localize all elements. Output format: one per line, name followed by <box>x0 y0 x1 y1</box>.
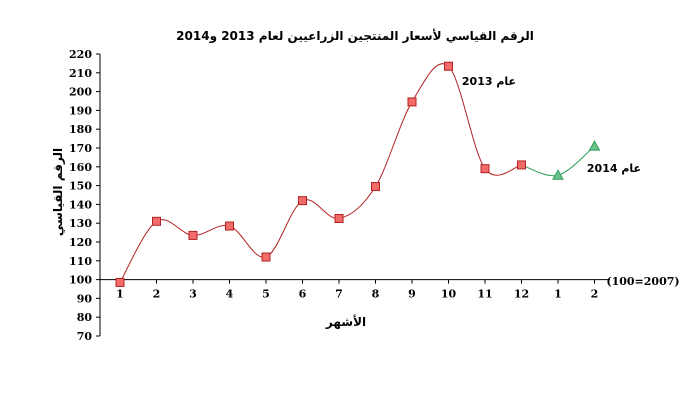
x-tick-label: 3 <box>189 288 197 301</box>
y-tick-label: 210 <box>69 67 92 80</box>
data-point-square <box>444 61 453 71</box>
chart-title: الرقم القياسي لأسعار المنتجين الزراعيين … <box>176 28 534 44</box>
x-tick-label: 10 <box>441 288 457 301</box>
y-tick-label: 160 <box>69 161 92 174</box>
y-tick-label: 190 <box>69 104 92 117</box>
data-point-square <box>480 164 490 174</box>
y-axis-title: الرقم القياسي <box>51 148 65 236</box>
x-tick-label: 1 <box>554 288 562 301</box>
y-tick-label: 100 <box>69 274 92 287</box>
data-point-square <box>225 221 234 231</box>
series-line-0 <box>119 63 522 283</box>
series-label-2013: عام 2013 <box>462 75 516 88</box>
y-tick-label: 200 <box>69 86 92 99</box>
y-tick-label: 140 <box>69 198 92 211</box>
data-point-square <box>371 182 380 192</box>
y-tick-label: 170 <box>69 142 92 155</box>
x-tick-label: 7 <box>335 288 343 301</box>
data-point-square <box>298 196 307 206</box>
data-point-square <box>115 277 125 287</box>
x-tick-label: 5 <box>262 288 270 301</box>
x-tick-label: 11 <box>477 288 492 301</box>
data-point-square <box>517 160 526 170</box>
x-tick-label: 2 <box>153 288 161 301</box>
data-point-square <box>261 252 271 262</box>
x-tick-label: 4 <box>226 288 234 301</box>
x-tick-label: 9 <box>408 288 416 301</box>
x-tick-label: 1 <box>116 288 124 301</box>
y-tick-label: 130 <box>69 217 92 230</box>
x-tick-label: 12 <box>514 288 529 301</box>
base-note: (100=2007) <box>606 275 679 288</box>
y-tick-label: 220 <box>69 48 92 61</box>
data-point-square <box>334 214 344 223</box>
x-tick-label: 8 <box>372 288 380 301</box>
data-point-square <box>188 230 198 240</box>
data-point-square <box>152 216 161 226</box>
data-point-square <box>407 97 417 107</box>
data-point-triangle <box>588 140 601 151</box>
y-tick-label: 110 <box>69 255 92 268</box>
y-tick-label: 150 <box>69 180 92 193</box>
y-tick-label: 70 <box>77 330 93 343</box>
series-label-2014: عام 2014 <box>587 162 641 175</box>
x-tick-label: 6 <box>299 288 307 301</box>
y-tick-label: 180 <box>69 123 92 136</box>
x-tick-label: 2 <box>591 288 599 301</box>
y-tick-label: 80 <box>77 311 93 324</box>
data-point-triangle <box>552 169 564 180</box>
y-tick-label: 90 <box>77 292 93 305</box>
x-axis-title: الأشهر <box>325 314 366 329</box>
y-tick-label: 120 <box>69 236 92 249</box>
